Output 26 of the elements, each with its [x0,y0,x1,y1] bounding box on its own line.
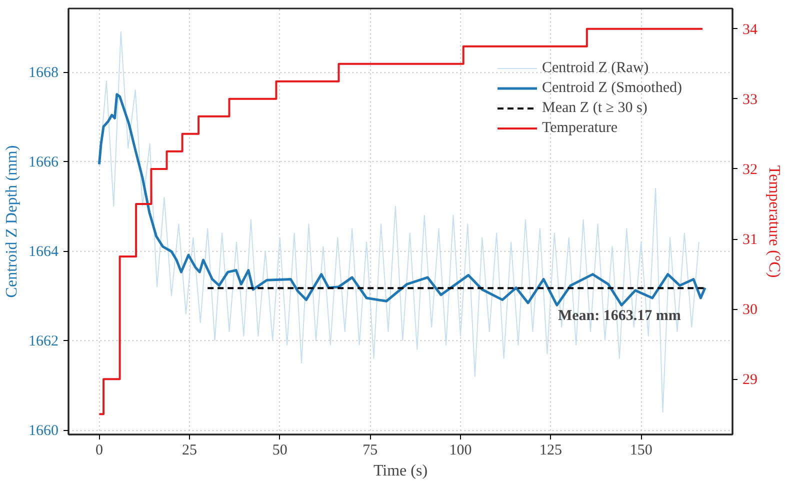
y2-tick-label: 31 [742,232,758,248]
x-tick-label: 100 [449,442,472,458]
legend-label: Mean Z (t ≥ 30 s) [542,100,648,116]
x-tick-label: 0 [95,442,103,458]
annotation: Mean: 1663.17 mm [558,308,682,324]
x-tick-label: 50 [272,442,288,458]
y-tick-label: 1660 [28,423,58,440]
x-axis-title: Time (s) [373,462,428,480]
legend-label: Centroid Z (Smoothed) [542,80,682,96]
y2-tick-label: 29 [742,372,758,388]
x-tick-label: 25 [182,442,198,458]
y-tick-label: 1666 [28,154,59,171]
x-tick-label: 150 [630,442,652,458]
y2-axis-title: Temperature (°C) [766,165,782,278]
legend-label: Centroid Z (Raw) [542,60,649,76]
x-tick-label: 125 [540,442,562,458]
y2-tick-label: 32 [742,162,758,178]
y-tick-label: 1668 [28,65,58,82]
y-tick-label: 1662 [28,334,58,350]
y2-tick-label: 34 [742,22,758,38]
y-tick-label: 1664 [28,244,59,260]
y2-tick-label: 33 [742,92,758,108]
legend-label: Temperature [542,120,618,136]
y2-tick-label: 30 [742,302,758,318]
x-tick-label: 75 [362,442,378,458]
y-axis-title: Centroid Z Depth (mm) [4,145,20,298]
